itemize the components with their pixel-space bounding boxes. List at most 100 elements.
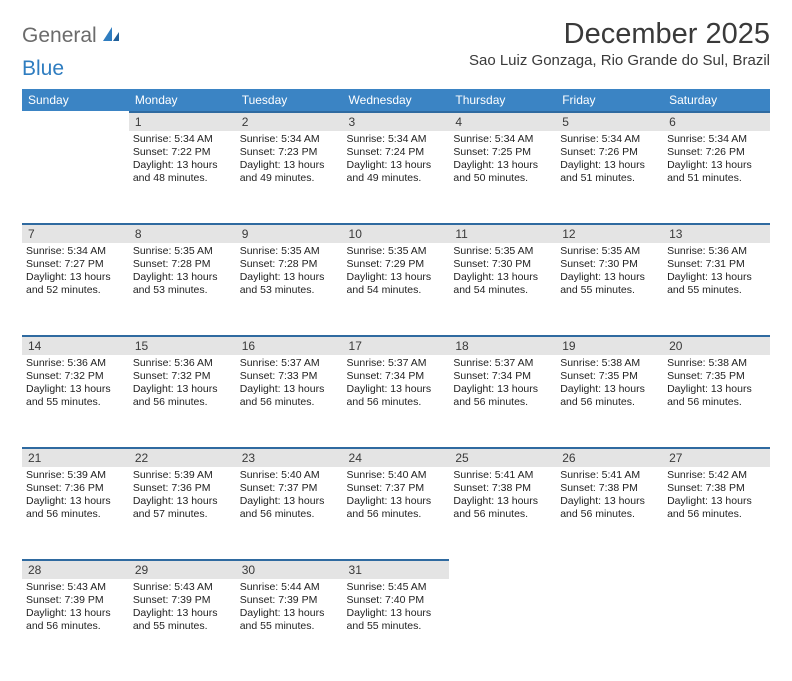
sunrise-text: Sunrise: 5:41 AM <box>453 469 552 482</box>
empty-cell <box>556 559 663 579</box>
day-number: 16 <box>236 335 343 355</box>
daynum-row: 14151617181920 <box>22 335 770 355</box>
day-number: 23 <box>236 447 343 467</box>
sunrise-text: Sunrise: 5:34 AM <box>453 133 552 146</box>
sunset-text: Sunset: 7:33 PM <box>240 370 339 383</box>
sunset-text: Sunset: 7:39 PM <box>240 594 339 607</box>
location-subtitle: Sao Luiz Gonzaga, Rio Grande do Sul, Bra… <box>469 52 770 69</box>
weekday-header-row: Sunday Monday Tuesday Wednesday Thursday… <box>22 89 770 111</box>
sunset-text: Sunset: 7:32 PM <box>26 370 125 383</box>
day-number: 12 <box>556 223 663 243</box>
day-cell: Sunrise: 5:34 AMSunset: 7:27 PMDaylight:… <box>22 243 129 302</box>
day-cell: Sunrise: 5:45 AMSunset: 7:40 PMDaylight:… <box>343 579 450 638</box>
sunrise-text: Sunrise: 5:40 AM <box>240 469 339 482</box>
sunrise-text: Sunrise: 5:35 AM <box>560 245 659 258</box>
weekday-header: Thursday <box>449 89 556 111</box>
day-cell: Sunrise: 5:35 AMSunset: 7:28 PMDaylight:… <box>129 243 236 302</box>
sunset-text: Sunset: 7:34 PM <box>347 370 446 383</box>
daylight-text: Daylight: 13 hours and 55 minutes. <box>667 271 766 297</box>
day-number: 13 <box>663 223 770 243</box>
day-number: 10 <box>343 223 450 243</box>
week-row: Sunrise: 5:43 AMSunset: 7:39 PMDaylight:… <box>22 579 770 671</box>
sunrise-text: Sunrise: 5:35 AM <box>133 245 232 258</box>
sunset-text: Sunset: 7:34 PM <box>453 370 552 383</box>
day-number: 27 <box>663 447 770 467</box>
page-title: December 2025 <box>469 18 770 51</box>
day-cell: Sunrise: 5:42 AMSunset: 7:38 PMDaylight:… <box>663 467 770 526</box>
sunrise-text: Sunrise: 5:39 AM <box>133 469 232 482</box>
sunrise-text: Sunrise: 5:43 AM <box>26 581 125 594</box>
sunset-text: Sunset: 7:30 PM <box>560 258 659 271</box>
sunset-text: Sunset: 7:30 PM <box>453 258 552 271</box>
sunset-text: Sunset: 7:28 PM <box>133 258 232 271</box>
day-cell: Sunrise: 5:35 AMSunset: 7:30 PMDaylight:… <box>556 243 663 302</box>
sunset-text: Sunset: 7:36 PM <box>133 482 232 495</box>
day-cell: Sunrise: 5:36 AMSunset: 7:32 PMDaylight:… <box>129 355 236 414</box>
day-number: 1 <box>129 111 236 131</box>
weekday-header: Friday <box>556 89 663 111</box>
day-cell: Sunrise: 5:41 AMSunset: 7:38 PMDaylight:… <box>556 467 663 526</box>
day-number: 21 <box>22 447 129 467</box>
sunset-text: Sunset: 7:35 PM <box>560 370 659 383</box>
day-cell: Sunrise: 5:34 AMSunset: 7:26 PMDaylight:… <box>556 131 663 190</box>
sunset-text: Sunset: 7:36 PM <box>26 482 125 495</box>
logo-text-blue: Blue <box>22 57 64 81</box>
sunrise-text: Sunrise: 5:41 AM <box>560 469 659 482</box>
sunrise-text: Sunrise: 5:42 AM <box>667 469 766 482</box>
daylight-text: Daylight: 13 hours and 56 minutes. <box>133 383 232 409</box>
logo-sail-icon <box>101 25 121 48</box>
day-cell: Sunrise: 5:38 AMSunset: 7:35 PMDaylight:… <box>663 355 770 414</box>
sunrise-text: Sunrise: 5:35 AM <box>453 245 552 258</box>
daylight-text: Daylight: 13 hours and 56 minutes. <box>240 495 339 521</box>
sunset-text: Sunset: 7:29 PM <box>347 258 446 271</box>
day-number: 29 <box>129 559 236 579</box>
day-cell: Sunrise: 5:36 AMSunset: 7:31 PMDaylight:… <box>663 243 770 302</box>
week-row: Sunrise: 5:39 AMSunset: 7:36 PMDaylight:… <box>22 467 770 559</box>
day-cell: Sunrise: 5:39 AMSunset: 7:36 PMDaylight:… <box>129 467 236 526</box>
day-number: 15 <box>129 335 236 355</box>
weekday-header: Monday <box>129 89 236 111</box>
day-number: 19 <box>556 335 663 355</box>
weekday-header: Wednesday <box>343 89 450 111</box>
weekday-header: Saturday <box>663 89 770 111</box>
sunrise-text: Sunrise: 5:34 AM <box>560 133 659 146</box>
day-number: 25 <box>449 447 556 467</box>
daylight-text: Daylight: 13 hours and 57 minutes. <box>133 495 232 521</box>
sunset-text: Sunset: 7:38 PM <box>453 482 552 495</box>
sunset-text: Sunset: 7:32 PM <box>133 370 232 383</box>
day-cell: Sunrise: 5:34 AMSunset: 7:23 PMDaylight:… <box>236 131 343 190</box>
day-cell: Sunrise: 5:41 AMSunset: 7:38 PMDaylight:… <box>449 467 556 526</box>
empty-cell <box>663 579 770 671</box>
calendar-page: General December 2025 Sao Luiz Gonzaga, … <box>0 0 792 681</box>
day-number: 17 <box>343 335 450 355</box>
day-cell: Sunrise: 5:38 AMSunset: 7:35 PMDaylight:… <box>556 355 663 414</box>
day-number: 14 <box>22 335 129 355</box>
day-number: 30 <box>236 559 343 579</box>
sunrise-text: Sunrise: 5:44 AM <box>240 581 339 594</box>
sunset-text: Sunset: 7:38 PM <box>560 482 659 495</box>
sunset-text: Sunset: 7:38 PM <box>667 482 766 495</box>
day-cell: Sunrise: 5:40 AMSunset: 7:37 PMDaylight:… <box>343 467 450 526</box>
day-cell: Sunrise: 5:34 AMSunset: 7:25 PMDaylight:… <box>449 131 556 190</box>
sunrise-text: Sunrise: 5:34 AM <box>133 133 232 146</box>
day-cell: Sunrise: 5:34 AMSunset: 7:24 PMDaylight:… <box>343 131 450 190</box>
sunrise-text: Sunrise: 5:34 AM <box>347 133 446 146</box>
day-number: 9 <box>236 223 343 243</box>
day-number: 20 <box>663 335 770 355</box>
day-number: 11 <box>449 223 556 243</box>
day-number: 24 <box>343 447 450 467</box>
daylight-text: Daylight: 13 hours and 48 minutes. <box>133 159 232 185</box>
daylight-text: Daylight: 13 hours and 54 minutes. <box>347 271 446 297</box>
daylight-text: Daylight: 13 hours and 56 minutes. <box>347 383 446 409</box>
week-row: Sunrise: 5:34 AMSunset: 7:27 PMDaylight:… <box>22 243 770 335</box>
day-number: 28 <box>22 559 129 579</box>
sunset-text: Sunset: 7:37 PM <box>240 482 339 495</box>
day-number: 8 <box>129 223 236 243</box>
daynum-row: 28293031 <box>22 559 770 579</box>
sunrise-text: Sunrise: 5:40 AM <box>347 469 446 482</box>
daylight-text: Daylight: 13 hours and 56 minutes. <box>560 383 659 409</box>
day-cell: Sunrise: 5:39 AMSunset: 7:36 PMDaylight:… <box>22 467 129 526</box>
daylight-text: Daylight: 13 hours and 56 minutes. <box>453 495 552 521</box>
daylight-text: Daylight: 13 hours and 55 minutes. <box>560 271 659 297</box>
weekday-header: Tuesday <box>236 89 343 111</box>
